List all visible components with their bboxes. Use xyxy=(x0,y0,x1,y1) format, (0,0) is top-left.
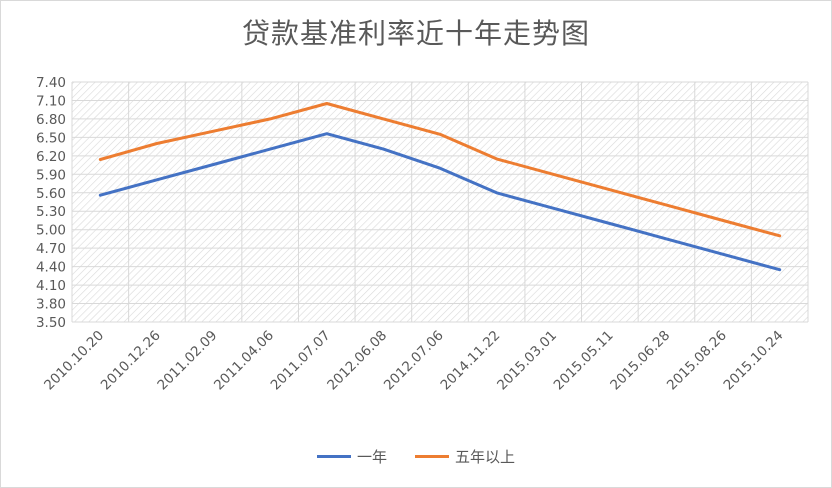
chart-title: 贷款基准利率近十年走势图 xyxy=(241,17,590,50)
y-tick-label: 4.10 xyxy=(36,278,66,294)
legend-swatch-series-2 xyxy=(415,455,449,458)
chart-legend: 一年 五年以上 xyxy=(0,446,832,467)
x-tick-label: 2015.06.28 xyxy=(607,328,673,394)
x-tick-label: 2011.02.09 xyxy=(154,328,220,394)
x-tick-label: 2015.10.24 xyxy=(721,328,787,394)
legend-item-series-1: 一年 xyxy=(316,446,387,467)
y-tick-label: 5.90 xyxy=(36,167,66,183)
x-tick-label: 2015.08.26 xyxy=(664,328,730,394)
x-tick-label: 2014.11.22 xyxy=(437,328,503,394)
y-tick-label: 3.80 xyxy=(36,297,66,313)
legend-label-series-2: 五年以上 xyxy=(455,448,516,466)
y-tick-label: 5.60 xyxy=(36,186,66,202)
x-tick-label: 2010.10.20 xyxy=(41,328,107,394)
y-tick-label: 4.70 xyxy=(36,241,66,257)
y-tick-label: 3.50 xyxy=(36,315,66,331)
x-tick-label: 2010.12.26 xyxy=(98,328,164,394)
y-tick-label: 5.00 xyxy=(36,223,66,239)
legend-label-series-1: 一年 xyxy=(356,448,387,466)
y-tick-label: 7.10 xyxy=(36,93,66,109)
y-tick-label: 6.50 xyxy=(36,130,66,146)
x-tick-label: 2012.07.06 xyxy=(381,328,447,394)
x-tick-label: 2012.06.08 xyxy=(324,328,390,394)
x-tick-label: 2011.04.06 xyxy=(211,328,277,394)
y-tick-label: 4.40 xyxy=(36,260,66,276)
x-tick-label: 2015.03.01 xyxy=(494,328,560,394)
y-tick-label: 5.30 xyxy=(36,204,66,220)
plot-area xyxy=(72,82,808,322)
series-line-1 xyxy=(98,132,782,272)
y-tick-label: 6.80 xyxy=(36,112,66,128)
y-tick-label: 7.40 xyxy=(36,75,66,91)
x-tick-label: 2011.07.07 xyxy=(268,328,334,394)
y-tick-label: 6.20 xyxy=(36,149,66,165)
series-line-2 xyxy=(98,102,782,238)
x-tick-label: 2015.05.11 xyxy=(551,328,617,394)
legend-item-series-2: 五年以上 xyxy=(415,446,515,467)
legend-swatch-series-1 xyxy=(316,455,351,458)
